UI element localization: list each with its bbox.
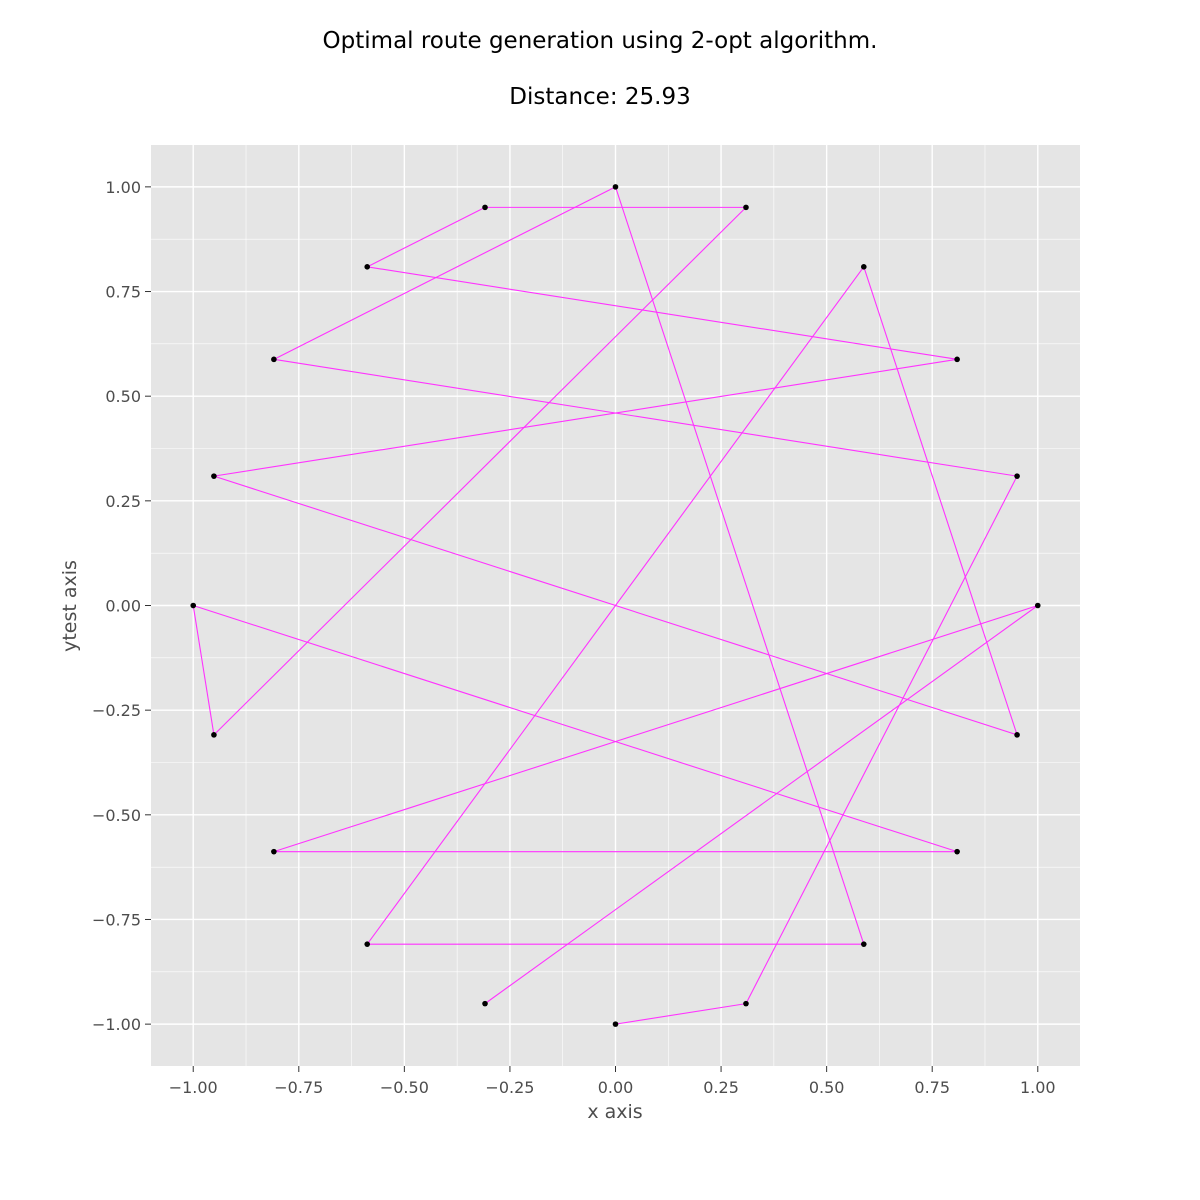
route-segment: [192, 605, 215, 735]
y-tick-label: −1.00: [92, 1015, 141, 1034]
x-tick-label: −0.50: [380, 1078, 429, 1097]
route-segment: [367, 266, 958, 360]
route-point: [860, 941, 867, 947]
route-segment: [745, 475, 1018, 1004]
route-lines: [192, 186, 1039, 1025]
route-point: [954, 848, 960, 855]
x-axis-label: x axis: [587, 1101, 642, 1123]
x-tick-label: 0.50: [809, 1078, 845, 1097]
route-point: [1014, 732, 1020, 738]
route-point: [743, 1000, 749, 1007]
y-tick-label: 0.00: [105, 597, 141, 616]
route-point: [1034, 602, 1041, 609]
x-tick-label: 0.75: [914, 1078, 950, 1097]
route-point: [482, 1000, 488, 1007]
route-point: [1014, 473, 1020, 479]
route-point: [364, 941, 371, 947]
route-segment: [615, 1003, 747, 1025]
route-segment: [614, 186, 865, 945]
chart-title: Optimal route generation using 2-opt alg…: [322, 28, 878, 54]
route-point: [211, 473, 217, 479]
axis-ticks: −1.00 −0.75 −0.50 −0.25 0.00 0.25 0.50 0.75 1.00…: [92, 178, 1056, 1097]
grid: [151, 145, 1080, 1066]
route-segment: [863, 266, 1018, 736]
y-axis-label: ytest axis: [59, 560, 81, 652]
x-tick-label: −1.00: [169, 1078, 218, 1097]
route-segment: [213, 358, 958, 477]
route-point: [860, 264, 867, 270]
route-segment: [366, 206, 486, 268]
y-tick-label: 0.25: [105, 492, 141, 511]
x-tick-label: 0.00: [598, 1078, 634, 1097]
y-tick-label: 0.75: [105, 283, 141, 302]
y-tick-label: 0.50: [105, 387, 141, 406]
y-tick-label: −0.75: [92, 910, 141, 929]
route-point: [364, 264, 371, 270]
route-point: [482, 204, 488, 211]
route-point: [211, 732, 217, 738]
route-segment: [213, 206, 747, 736]
y-tick-label: 1.00: [105, 178, 141, 197]
x-tick-label: 0.25: [703, 1078, 739, 1097]
y-tick-label: −0.50: [92, 806, 141, 825]
route-point: [271, 356, 277, 363]
route-point: [954, 356, 960, 363]
x-tick-label: −0.75: [274, 1078, 323, 1097]
route-segment: [193, 604, 958, 853]
route-point: [612, 1021, 619, 1027]
x-tick-label: 1.00: [1020, 1078, 1056, 1097]
route-segment: [273, 358, 1018, 477]
chart-subtitle: Distance: 25.93: [509, 84, 691, 110]
route-point: [271, 848, 277, 855]
route-point: [190, 602, 197, 609]
route-segment: [273, 186, 616, 360]
route-segment: [213, 475, 1018, 736]
route-points: [190, 184, 1041, 1027]
route-point: [743, 204, 749, 211]
y-tick-label: −0.25: [92, 701, 141, 720]
route-point: [612, 184, 619, 190]
x-tick-label: −0.25: [485, 1078, 534, 1097]
route-segment: [273, 604, 1038, 853]
route-segment: [484, 605, 1039, 1005]
